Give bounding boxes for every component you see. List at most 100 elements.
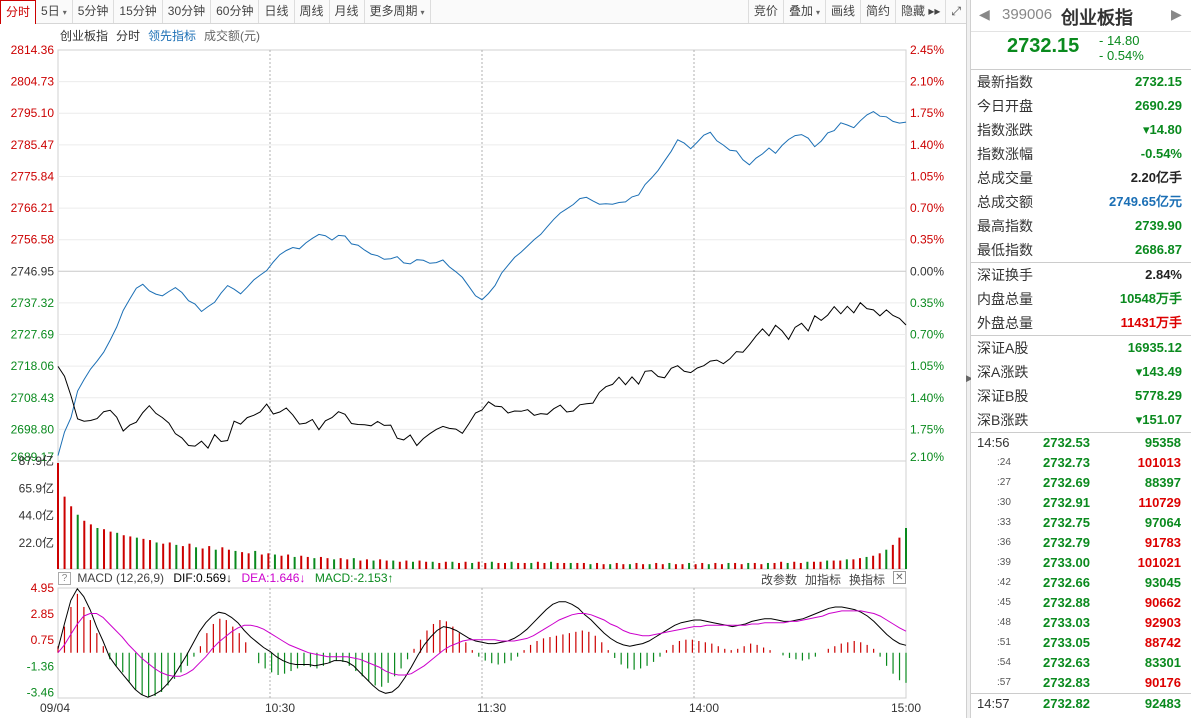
volume-bar xyxy=(642,564,645,569)
macd-help-icon[interactable]: ? xyxy=(58,572,71,586)
dropdown-caret-icon: ▾ xyxy=(62,8,67,17)
stat-label: 指数涨跌 xyxy=(977,122,1033,138)
time-axis-label: 11:30 xyxy=(477,701,506,715)
period-tab[interactable]: 分时 xyxy=(0,0,37,24)
volume-bar xyxy=(306,556,309,569)
stat-row: 深证A股 16935.12 xyxy=(971,336,1191,360)
volume-bar xyxy=(63,496,66,569)
quote-price-block: 2732.15 - 14.80 - 0.54% xyxy=(971,32,1191,70)
tick-price: 2732.70 xyxy=(1043,713,1090,718)
stat-row: 深证B股 5778.29 xyxy=(971,384,1191,408)
volume-bar xyxy=(845,559,848,569)
tick-row: :39 2733.00 101021 xyxy=(971,553,1191,573)
legend-lead-indicator[interactable]: 领先指标 xyxy=(148,29,197,43)
period-tab[interactable]: 15分钟 xyxy=(114,0,163,23)
toolbar-button[interactable]: 简约 xyxy=(859,0,895,23)
volume-bar xyxy=(674,564,677,569)
toolbar-button[interactable]: 隐藏 ▸▸ xyxy=(895,0,945,23)
volume-bar xyxy=(793,561,796,569)
stat-label: 最低指数 xyxy=(977,242,1033,258)
period-tab-label: 分时 xyxy=(6,5,31,19)
period-tab[interactable]: 60分钟 xyxy=(211,0,260,23)
stat-row: 指数涨幅 -0.54% xyxy=(971,142,1191,166)
tick-row: :45 2732.88 90662 xyxy=(971,593,1191,613)
tick-row: 14:56 2732.53 95358 xyxy=(971,433,1191,453)
legend-mode: 分时 xyxy=(116,29,141,43)
volume-bar xyxy=(181,546,184,569)
toolbar-button[interactable]: 竞价 xyxy=(747,0,783,23)
toolbar-button[interactable]: ⤢ xyxy=(945,0,966,23)
volume-bar xyxy=(175,544,178,569)
tick-row: :27 2732.69 88397 xyxy=(971,473,1191,493)
price-axis-label: 2718.06 xyxy=(11,359,55,373)
tick-row: :54 2732.63 83301 xyxy=(971,653,1191,673)
time-axis-label: 15:00 xyxy=(891,701,921,715)
period-tab[interactable]: 5分钟 xyxy=(73,0,115,23)
period-tab[interactable]: 30分钟 xyxy=(163,0,212,23)
macd-close-icon[interactable]: ✕ xyxy=(893,571,906,584)
volume-bar xyxy=(149,540,152,569)
volume-bar xyxy=(490,561,493,569)
tick-time: :27 xyxy=(997,477,1011,488)
volume-bar xyxy=(280,555,283,569)
period-tab[interactable]: 周线 xyxy=(295,0,330,23)
macd-edit-params-button[interactable]: 改参数 xyxy=(760,573,797,587)
price-axis-label: 2727.69 xyxy=(11,328,55,342)
volume-bar xyxy=(740,564,743,569)
time-axis-label: 10:30 xyxy=(265,701,295,715)
volume-bar xyxy=(76,514,79,569)
stat-value: 2686.87 xyxy=(1135,242,1182,257)
volume-bar xyxy=(714,562,717,569)
volume-bar xyxy=(379,559,382,569)
macd-add-indicator-button[interactable]: 加指标 xyxy=(804,573,841,587)
price-axis-label: 2785.47 xyxy=(11,138,55,152)
pct-axis-label: 1.75% xyxy=(910,422,944,436)
tick-volume: 90662 xyxy=(1144,595,1181,610)
tick-price: 2732.88 xyxy=(1043,595,1090,610)
macd-title: MACD (12,26,9) xyxy=(77,571,165,585)
stat-value: -0.54% xyxy=(1140,146,1182,161)
tick-time: :24 xyxy=(997,457,1011,468)
volume-bar xyxy=(681,564,684,569)
tick-time: :30 xyxy=(997,497,1011,508)
time-axis-label: 09/04 xyxy=(40,701,70,715)
macd-switch-indicator-button[interactable]: 换指标 xyxy=(848,573,885,587)
intraday-chart[interactable]: 2814.36 2804.73 2795.10 2785.47 2775.84 2766.… xyxy=(0,0,966,718)
collapse-arrow-icon[interactable]: ▶ xyxy=(966,373,973,383)
period-tab[interactable]: 月线 xyxy=(330,0,365,23)
current-price: 2732.15 xyxy=(1007,35,1080,57)
toolbar-button-label: 竞价 xyxy=(753,4,778,18)
next-arrow-icon[interactable]: ▶ xyxy=(1171,6,1182,22)
period-tab[interactable]: 日线 xyxy=(259,0,295,23)
period-tab[interactable]: 5日 ▾ xyxy=(36,0,73,23)
toolbar-button[interactable]: 叠加 ▾ xyxy=(782,0,825,23)
pct-axis-label: 2.10% xyxy=(910,450,944,464)
stat-value: ▾151.07 xyxy=(1135,412,1182,427)
prev-arrow-icon[interactable]: ◀ xyxy=(979,6,990,22)
volume-bar xyxy=(609,564,612,569)
volume-bar xyxy=(339,558,342,569)
price-change: - 14.80 xyxy=(1099,33,1140,48)
price-axis-label: 2804.73 xyxy=(11,75,55,89)
volume-bar xyxy=(760,564,763,569)
volume-bar xyxy=(333,559,336,569)
volume-bar xyxy=(766,562,769,569)
tick-price: 2733.00 xyxy=(1043,555,1090,570)
stat-label: 内盘总量 xyxy=(977,291,1033,307)
panel-splitter[interactable]: ▶ xyxy=(966,0,973,718)
tick-time: 14:56 xyxy=(977,435,1010,450)
pct-axis-label: 2.45% xyxy=(910,43,944,57)
volume-bar xyxy=(865,556,868,569)
tick-row: :51 2733.05 88742 xyxy=(971,633,1191,653)
volume-bar xyxy=(780,561,783,569)
volume-bar xyxy=(392,560,395,569)
period-tab[interactable]: 更多周期 ▾ xyxy=(365,0,431,23)
volume-axis-label: 65.9亿 xyxy=(19,480,54,495)
toolbar-button[interactable]: 画线 xyxy=(824,0,860,23)
quote-panel: ◀ 399006 创业板指 ▶ 2732.15 - 14.80 - 0.54% … xyxy=(971,0,1191,718)
dropdown-caret-icon: ▾ xyxy=(815,8,820,17)
tick-time: 14:57 xyxy=(977,696,1010,711)
volume-bar xyxy=(602,564,605,569)
legend-amount: 成交额(元) xyxy=(204,29,261,43)
